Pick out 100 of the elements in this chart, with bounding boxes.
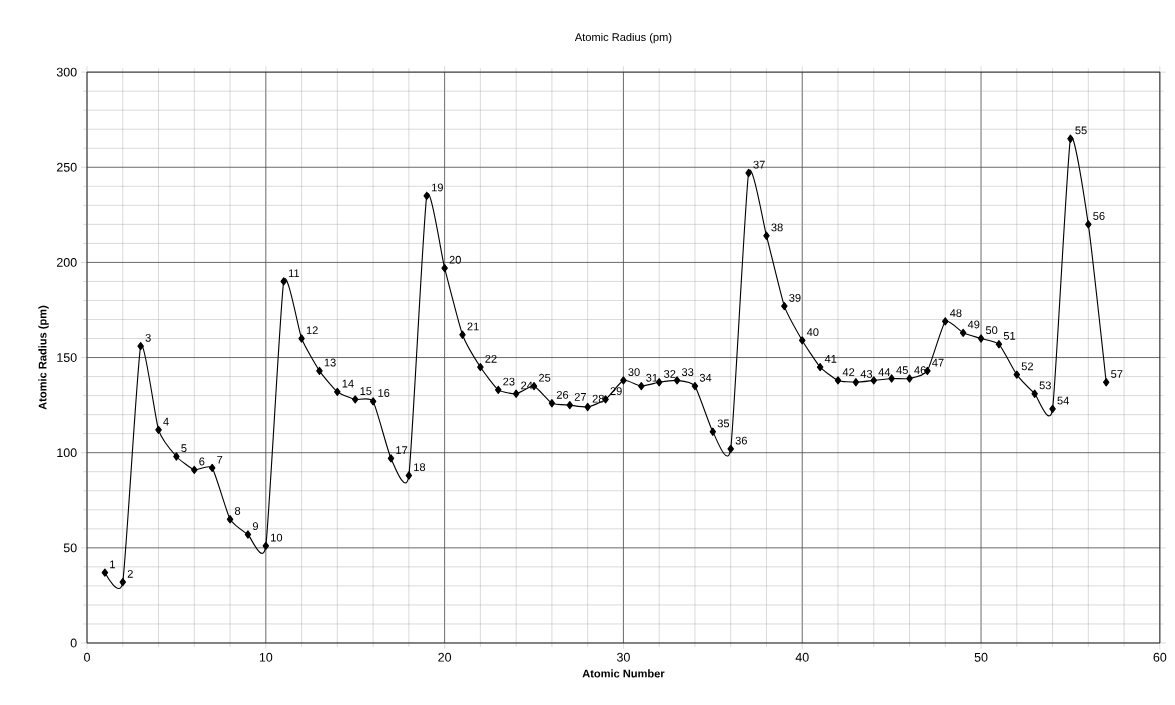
point (477, 362, 484, 372)
y-tick-label: 50 (63, 543, 77, 553)
point (977, 334, 985, 343)
annotation: 8 (234, 507, 241, 515)
point (888, 374, 895, 383)
annotation: 26 (556, 390, 569, 399)
annotation: 4 (163, 417, 169, 426)
y-axis-title: Atomic Radius (pm) (38, 305, 49, 410)
annotation: 51 (1003, 332, 1016, 340)
annotation: 13 (324, 358, 336, 367)
annotation: 55 (1075, 126, 1087, 135)
point (512, 389, 520, 398)
y-tick-label: 0 (70, 638, 77, 648)
y-tick-label: 200 (56, 257, 77, 267)
annotation: 16 (378, 389, 390, 397)
annotation: 37 (753, 160, 765, 169)
point (745, 168, 752, 178)
annotation: 24 (521, 381, 533, 390)
annotation: 36 (735, 436, 747, 445)
point (816, 362, 824, 372)
point (137, 341, 144, 351)
point (423, 191, 430, 200)
point (870, 376, 878, 385)
point (1049, 404, 1056, 414)
point (584, 402, 591, 412)
point (387, 454, 395, 463)
annotation: 18 (414, 463, 426, 472)
x-tick-label: 20 (438, 652, 452, 662)
point (316, 366, 323, 376)
point (191, 465, 198, 474)
y-tick-label: 150 (57, 353, 77, 362)
annotation: 49 (967, 320, 980, 329)
annotation: 56 (1093, 212, 1105, 220)
annotation: 47 (932, 358, 944, 367)
annotation: 25 (539, 373, 551, 382)
annotation: 43 (860, 370, 873, 378)
annotation: 5 (181, 444, 187, 453)
point (495, 385, 502, 395)
x-axis-title: Atomic Number (582, 669, 665, 678)
annotation: 40 (806, 328, 819, 336)
annotation: 19 (432, 183, 443, 192)
point (906, 374, 913, 383)
point (1067, 134, 1074, 143)
x-tick-label: 30 (616, 652, 630, 662)
annotation: 48 (949, 309, 962, 317)
annotation: 30 (628, 368, 640, 376)
y-tick-label: 300 (56, 67, 77, 77)
point (709, 427, 717, 436)
annotation: 39 (789, 293, 801, 302)
point (173, 452, 180, 461)
annotation: 9 (252, 522, 258, 531)
annotation: 54 (1057, 396, 1069, 405)
chart-title: Atomic Radius (pm) (574, 32, 672, 44)
annotation: 1 (110, 560, 115, 569)
annotation: 52 (1021, 362, 1033, 371)
point (548, 399, 556, 408)
annotation: 44 (878, 368, 891, 376)
annotation: 38 (771, 223, 783, 232)
point (226, 515, 234, 524)
annotation: 2 (127, 569, 133, 578)
point (691, 381, 699, 391)
annotation: 42 (842, 368, 855, 376)
point (959, 328, 967, 337)
x-tick-label: 60 (1153, 652, 1167, 662)
point (1102, 378, 1110, 387)
x-tick-label: 10 (259, 652, 273, 662)
point (1013, 370, 1021, 379)
point (834, 376, 842, 385)
annotation: 50 (985, 326, 998, 335)
point (1031, 389, 1038, 398)
point (351, 395, 359, 404)
annotation: 23 (503, 377, 515, 386)
annotation: 14 (342, 379, 354, 388)
annotation: 22 (485, 354, 497, 363)
annotation: 7 (217, 455, 223, 464)
annotation: 31 (646, 373, 658, 382)
annotation: 53 (1039, 381, 1051, 390)
point (763, 231, 770, 240)
point (101, 568, 109, 577)
point (942, 317, 949, 326)
point (620, 376, 627, 385)
point (852, 378, 860, 387)
point (262, 541, 270, 551)
point (727, 444, 734, 454)
annotation: 17 (396, 446, 408, 454)
point (798, 336, 806, 345)
annotation: 12 (306, 326, 318, 335)
point (369, 397, 377, 406)
annotation: 32 (664, 370, 676, 378)
annotation: 35 (717, 419, 730, 428)
point (781, 302, 788, 311)
annotation: 15 (360, 387, 372, 395)
point (441, 263, 448, 273)
point (673, 376, 681, 385)
point (1085, 220, 1092, 229)
point (244, 530, 252, 539)
point (995, 340, 1003, 349)
annotation: 57 (1111, 370, 1123, 378)
point (298, 334, 305, 343)
point (405, 471, 413, 480)
